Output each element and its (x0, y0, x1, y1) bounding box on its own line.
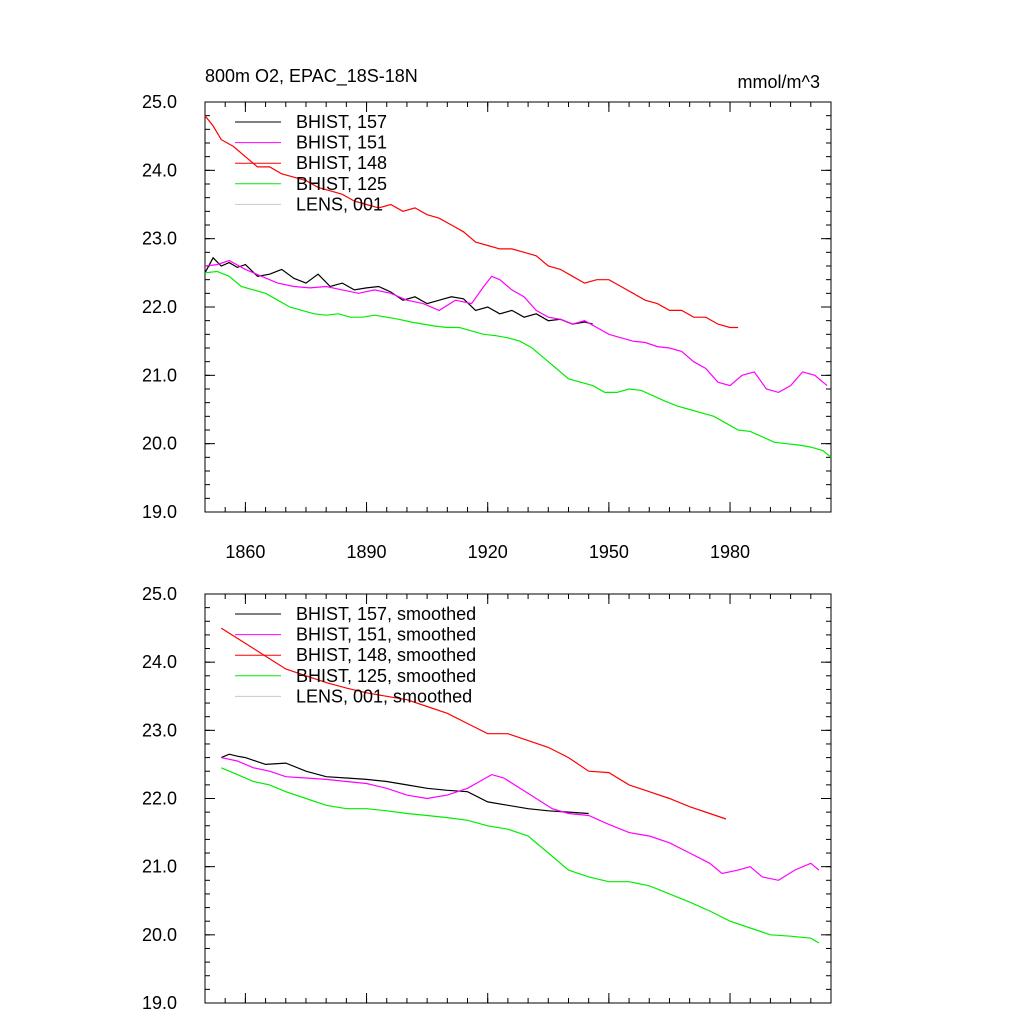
top-panel: 19.0 20.0 21.0 22.0 23.0 24.0 25.0 1860 1890 1920… (142, 92, 832, 562)
y-tick-label: 22.0 (142, 789, 177, 809)
series-line-4 (204, 270, 832, 458)
bottom-panel: 19.0 20.0 21.0 22.0 23.0 24.0 25.0 BHIST, 157, … (142, 584, 832, 1013)
legend-label: BHIST, 157 (296, 112, 387, 132)
legend-label: BHIST, 148 (296, 153, 387, 173)
x-tick-label: 1920 (468, 542, 508, 562)
legend-label: LENS, 001 (296, 194, 383, 214)
series-line-1 (204, 256, 593, 325)
x-tick-label: 1950 (589, 542, 629, 562)
chart-title: 800m O2, EPAC_18S-18N (205, 66, 418, 87)
y-tick-label: 20.0 (142, 925, 177, 945)
y-tick-label: 19.0 (142, 502, 177, 522)
series-line-1 (220, 753, 589, 815)
y-tick-label: 23.0 (142, 720, 177, 740)
series-line-2 (221, 757, 820, 881)
y-tick-label: 21.0 (142, 365, 177, 385)
y-tick-label: 21.0 (142, 857, 177, 877)
series-line-3 (204, 115, 739, 329)
y-tick-label: 24.0 (142, 652, 177, 672)
legend-label: BHIST, 125 (296, 174, 387, 194)
x-tick-label: 1860 (225, 542, 265, 562)
y-tick-label: 24.0 (142, 160, 177, 180)
legend-label: BHIST, 157, smoothed (296, 604, 476, 624)
y-tick-label: 20.0 (142, 434, 177, 454)
series-line-3 (220, 627, 727, 820)
x-tick-label: 1980 (710, 542, 750, 562)
x-tick-label: 1890 (347, 542, 387, 562)
legend-label: BHIST, 151 (296, 133, 387, 153)
y-tick-label: 22.0 (142, 297, 177, 317)
legend-label: LENS, 001, smoothed (296, 686, 472, 706)
legend-label: BHIST, 148, smoothed (296, 645, 476, 665)
y-tick-label: 25.0 (142, 92, 177, 112)
series-line-4 (220, 767, 820, 944)
series-line-2 (204, 259, 828, 394)
legend-label: BHIST, 151, smoothed (296, 625, 476, 645)
legend-label: BHIST, 125, smoothed (296, 666, 476, 686)
chart-units: mmol/m^3 (738, 72, 820, 92)
y-tick-label: 25.0 (142, 584, 177, 604)
y-tick-label: 19.0 (142, 993, 177, 1013)
y-tick-label: 23.0 (142, 229, 177, 249)
